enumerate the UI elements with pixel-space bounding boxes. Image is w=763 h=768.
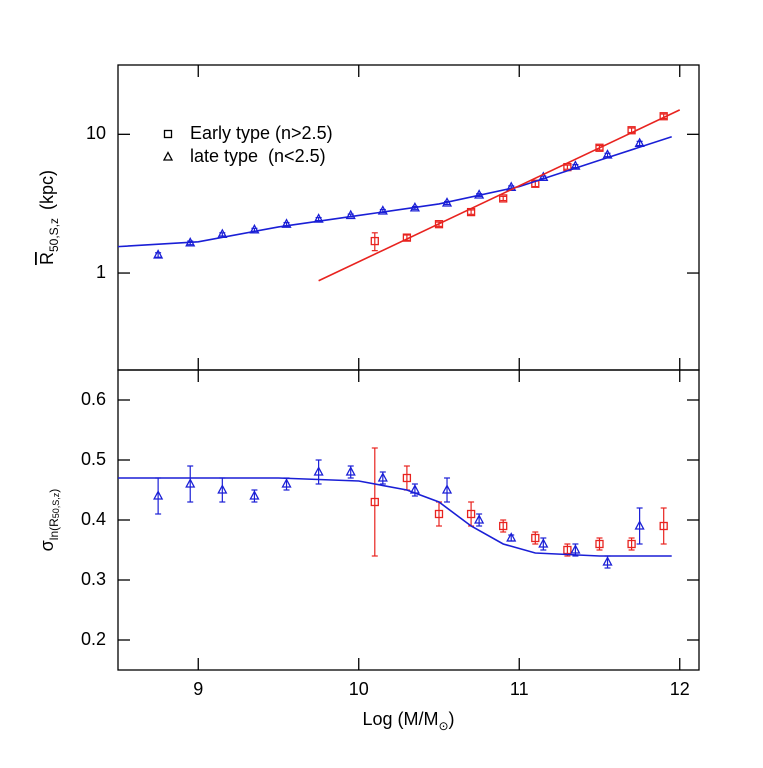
square-marker — [370, 236, 379, 246]
error-bar — [444, 477, 451, 503]
y-tick-label: 0.5 — [81, 449, 106, 469]
square-marker — [163, 129, 173, 139]
square-marker — [402, 473, 412, 483]
triangle-marker — [538, 171, 549, 181]
square-marker — [659, 521, 668, 531]
triangle-marker — [634, 520, 645, 530]
square-marker — [531, 533, 540, 543]
x-tick-label: 11 — [510, 679, 529, 699]
triangle-marker — [570, 160, 581, 170]
triangle-marker — [506, 532, 517, 542]
x-tick-label: 12 — [670, 679, 690, 699]
x-label-sub: ⊙ — [438, 719, 448, 733]
error-bar — [187, 465, 194, 503]
legend-label: Early type (n>2.5) — [190, 123, 333, 143]
fit-line — [318, 109, 681, 282]
square-marker — [595, 143, 604, 152]
plot-frame — [117, 369, 700, 671]
fit-line — [117, 136, 672, 248]
y-tick-label: 1 — [96, 262, 106, 282]
x-tick-label: 10 — [349, 679, 369, 699]
y-tick-label: 0.6 — [81, 389, 106, 409]
y-tick-label: 0.4 — [81, 509, 106, 529]
plot-frame — [117, 64, 700, 371]
square-marker — [531, 179, 540, 188]
square-marker — [434, 509, 444, 519]
error-bar — [155, 252, 162, 258]
triangle-marker — [217, 484, 228, 494]
triangle-marker — [474, 514, 485, 524]
y-label-sub: 50,S,z — [47, 218, 61, 252]
square-marker — [563, 545, 572, 555]
triangle-marker — [281, 478, 292, 488]
triangle-marker — [345, 209, 356, 220]
error-bar — [532, 531, 539, 545]
fit-line — [118, 477, 672, 557]
legend-label: late type (n<2.5) — [190, 146, 326, 166]
triangle-marker — [345, 466, 356, 476]
triangle-marker — [538, 538, 549, 548]
square-marker — [499, 194, 508, 203]
y-label-unit: (kpc) — [37, 170, 57, 210]
square-marker — [595, 539, 604, 549]
triangle-marker — [281, 218, 292, 228]
x-axis-label: Log (M/M⊙) — [362, 709, 454, 733]
triangle-marker — [377, 472, 388, 482]
triangle-marker — [602, 556, 613, 566]
triangle-marker — [313, 213, 324, 223]
square-marker — [434, 220, 444, 229]
error-bar — [564, 164, 571, 170]
y-axis-label: σln(R50,S,z) — [37, 489, 62, 552]
error-bar — [596, 537, 603, 551]
panel: 1 10 R50,S,z (kpc) Early type (n>2.5) late ty… — [37, 64, 700, 371]
x-label-main: Log (M/M — [362, 709, 438, 729]
y-tick-label: 0.3 — [81, 569, 106, 589]
error-bar — [628, 537, 635, 551]
x-label-close: ) — [449, 709, 455, 729]
square-marker — [499, 521, 508, 531]
error-bar — [468, 501, 475, 527]
square-marker — [466, 509, 476, 519]
triangle-marker — [185, 478, 196, 488]
triangle-marker — [249, 223, 260, 234]
triangle-marker — [377, 205, 388, 215]
y-tick-label: 10 — [86, 123, 106, 143]
y-label-main: R — [37, 252, 57, 265]
square-marker — [370, 497, 379, 507]
error-bar — [371, 447, 378, 557]
triangle-marker — [441, 484, 453, 494]
y-tick-label: 0.2 — [81, 629, 106, 649]
triangle-marker — [313, 466, 324, 476]
square-marker — [627, 539, 636, 549]
error-bar — [500, 195, 507, 202]
triangle-marker — [153, 249, 164, 259]
error-bar — [403, 465, 410, 491]
triangle-marker — [153, 490, 164, 500]
y-label-close: ) — [47, 489, 61, 493]
triangle-marker — [162, 151, 174, 161]
error-bar — [660, 507, 667, 545]
y-label-main: σ — [37, 540, 57, 551]
error-bar — [636, 507, 643, 545]
triangle-marker — [249, 490, 260, 500]
y-label-subsub: 50,S,z — [51, 492, 61, 518]
triangle-marker — [570, 544, 581, 554]
error-bar — [468, 209, 475, 215]
y-label-sub: ln(R — [47, 518, 61, 540]
x-tick-label: 9 — [193, 679, 203, 699]
error-bar — [500, 519, 507, 533]
error-bar — [371, 232, 378, 252]
error-bar — [435, 501, 442, 527]
y-axis-label: R50,S,z (kpc) — [37, 170, 61, 265]
